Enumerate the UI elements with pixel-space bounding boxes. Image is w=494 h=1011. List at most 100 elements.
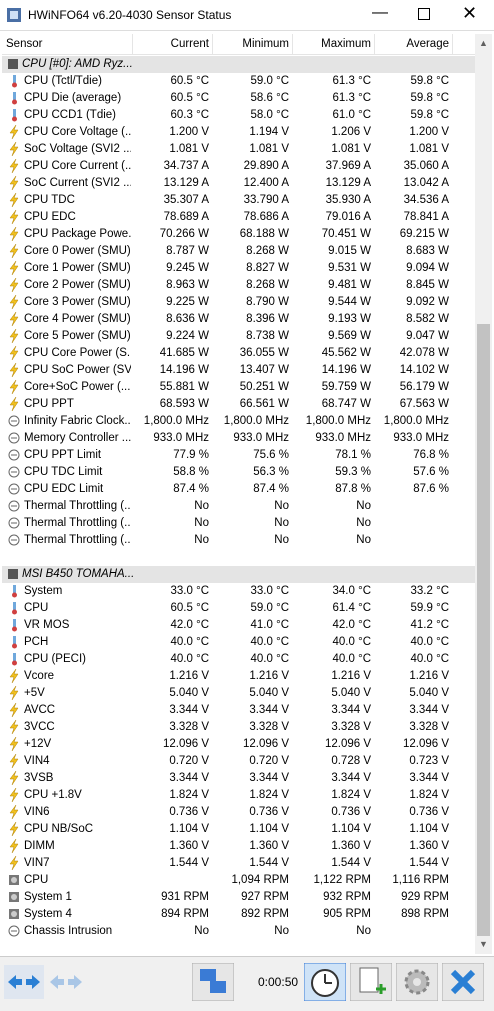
nav-disabled[interactable] [46,965,86,999]
clock-button[interactable] [304,963,346,1001]
sensor-value: 9.225 W [166,296,209,308]
sensor-value: 1.216 V [249,670,289,682]
minimize-button[interactable]: — [372,4,388,21]
sensor-icon [9,669,19,683]
sensor-name: 3VCC [24,721,55,733]
sensor-value: 932 RPM [323,891,371,903]
column-divider [292,34,293,54]
sensor-icon [9,754,19,768]
sensor-icon [9,875,19,885]
sensor-value: 87.4 % [253,483,289,495]
network-button[interactable] [192,963,234,1001]
sensor-name: CPU TDC Limit [24,466,103,478]
sensor-icon [12,109,17,122]
sensor-value: 9.569 W [328,330,371,342]
sensor-value: 59.8 °C [410,109,449,121]
sensor-icon [9,839,19,853]
sensor-icon [12,653,17,666]
sensor-value: 57.6 % [413,466,449,478]
sensor-value: 59.759 W [321,381,371,393]
sensor-value: 1.544 V [249,857,289,869]
sensor-value: 8.396 W [246,313,289,325]
sensor-value: 40.0 °C [332,636,371,648]
sensor-value: 894 RPM [161,908,209,920]
sensor-name: SoC Current (SVI2 ... [24,177,131,189]
sensor-value: 14.196 W [159,364,209,376]
sensor-value: 1.824 V [409,789,449,801]
sensor-value: 67.563 W [399,398,449,410]
sensor-value: 8.845 W [406,279,449,291]
sensor-value: No [194,500,209,512]
sensor-value: 33.790 A [243,194,289,206]
sensor-value: 931 RPM [161,891,209,903]
scroll-thumb[interactable] [477,324,490,936]
sensor-icon [9,737,19,751]
sensor-value: 78.686 A [243,211,289,223]
sensor-value: 41.0 °C [250,619,289,631]
sensor-name: CPU NB/SoC [24,823,94,835]
sensor-name: Chassis Intrusion [24,925,113,937]
sensor-icon [8,466,20,478]
sensor-table: Sensor Current Minimum Maximum Average CPU [#… [2,34,475,954]
header-row [2,34,475,55]
sensor-value: 55.881 W [159,381,209,393]
sensor-value: 1.104 V [409,823,449,835]
scrollbar[interactable]: ▲ ▼ [475,34,492,954]
sensor-value: 8.268 W [246,245,289,257]
exit-button[interactable] [442,963,484,1001]
sensor-name: CPU +1.8V [24,789,82,801]
sensor-icon [9,278,19,292]
sensor-value: No [194,534,209,546]
group-row [2,56,475,73]
sensor-name: VIN4 [24,755,50,767]
nav-back-forward[interactable] [4,965,44,999]
sensor-value: 0.720 V [249,755,289,767]
close-button[interactable]: ✕ [462,3,478,23]
sensor-icon [9,380,19,394]
sensor-value: 3.328 V [331,721,371,733]
sensor-value: 42.078 W [399,347,449,359]
sensor-value: 68.593 W [159,398,209,410]
sensor-value: 905 RPM [323,908,371,920]
sensor-name: System 1 [24,891,72,903]
sensor-name: CPU Package Powe... [24,228,131,240]
sensor-value: 0.736 V [249,806,289,818]
sensor-value: 36.055 W [239,347,289,359]
settings-button[interactable] [396,963,438,1001]
report-button[interactable] [350,963,392,1001]
sensor-name: Infinity Fabric Clock... [24,415,131,427]
sensor-value: 78.841 A [403,211,449,223]
sensor-value: 1.544 V [169,857,209,869]
sensor-value: 60.3 °C [170,109,209,121]
sensor-value: 68.747 W [321,398,371,410]
toolbar: 0:00:50 [0,956,494,1011]
sensor-name: CPU Core Current (... [24,160,131,172]
sensor-value: 59.8 °C [410,92,449,104]
sensor-value: 1.194 V [249,126,289,138]
sensor-icon [9,261,19,275]
sensor-icon [8,500,20,512]
window-title: HWiNFO64 v6.20-4030 Sensor Status [28,8,232,22]
sensor-value: 3.328 V [169,721,209,733]
sensor-name: System 4 [24,908,72,920]
sensor-icon [9,788,19,802]
sensor-value: 1.544 V [331,857,371,869]
sensor-icon [8,449,20,461]
sensor-icon [9,892,19,902]
sensor-name: VR MOS [24,619,70,631]
group-row [2,566,475,583]
sensor-icon [9,397,19,411]
sensor-value: 0.723 V [409,755,449,767]
sensor-value: 3.344 V [331,704,371,716]
sensor-icon [8,534,20,546]
sensor-value: 1.200 V [169,126,209,138]
sensor-value: 892 RPM [241,908,289,920]
sensor-value: 9.544 W [328,296,371,308]
sensor-icon [8,925,20,937]
sensor-icon [9,771,19,785]
sensor-icon [9,210,19,224]
maximize-button[interactable] [418,8,430,20]
sensor-value: 50.251 W [239,381,289,393]
sensor-name: SoC Voltage (SVI2 ... [24,143,131,155]
sensor-value: 9.092 W [406,296,449,308]
